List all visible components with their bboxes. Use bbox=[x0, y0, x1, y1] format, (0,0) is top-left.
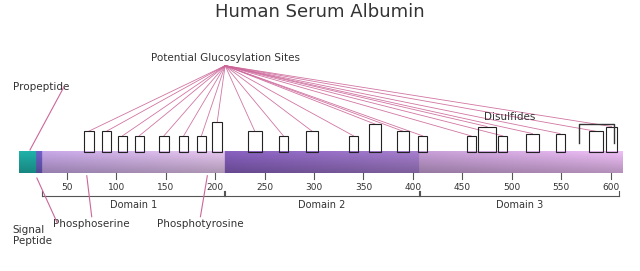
Bar bbox=[102, 131, 111, 152]
Text: 200: 200 bbox=[207, 183, 224, 192]
Bar bbox=[397, 131, 409, 152]
Text: Signal
Peptide: Signal Peptide bbox=[13, 225, 52, 247]
Bar bbox=[478, 127, 496, 152]
Title: Human Serum Albumin: Human Serum Albumin bbox=[215, 3, 425, 21]
Text: Domain 1: Domain 1 bbox=[109, 200, 157, 210]
Bar bbox=[605, 127, 618, 152]
Text: 500: 500 bbox=[503, 183, 520, 192]
Text: 350: 350 bbox=[355, 183, 372, 192]
Bar bbox=[525, 134, 540, 152]
Text: 400: 400 bbox=[404, 183, 422, 192]
Bar bbox=[589, 131, 603, 152]
Bar bbox=[134, 136, 143, 152]
Bar bbox=[248, 131, 262, 152]
Text: 550: 550 bbox=[552, 183, 570, 192]
Bar bbox=[159, 136, 169, 152]
Text: 600: 600 bbox=[602, 183, 619, 192]
Bar bbox=[84, 131, 93, 152]
Bar bbox=[349, 136, 358, 152]
Text: Phosphotyrosine: Phosphotyrosine bbox=[157, 219, 244, 229]
Bar bbox=[556, 134, 564, 152]
Text: 100: 100 bbox=[108, 183, 125, 192]
Text: 150: 150 bbox=[157, 183, 175, 192]
Text: 300: 300 bbox=[305, 183, 323, 192]
Text: Phosphoserine: Phosphoserine bbox=[53, 219, 130, 229]
Bar bbox=[306, 131, 318, 152]
Bar bbox=[369, 124, 381, 152]
Text: Propeptide: Propeptide bbox=[13, 82, 69, 92]
Text: Domain 3: Domain 3 bbox=[496, 200, 543, 210]
Bar bbox=[197, 136, 206, 152]
Text: Disulfides: Disulfides bbox=[484, 112, 536, 122]
Text: 450: 450 bbox=[454, 183, 471, 192]
Bar bbox=[419, 136, 428, 152]
Text: Potential Glucosylation Sites: Potential Glucosylation Sites bbox=[150, 53, 300, 63]
Bar bbox=[499, 136, 508, 152]
Bar bbox=[467, 136, 476, 152]
Text: Domain 2: Domain 2 bbox=[298, 200, 346, 210]
Text: 250: 250 bbox=[256, 183, 273, 192]
Bar bbox=[279, 136, 288, 152]
Bar bbox=[118, 136, 127, 152]
Text: 50: 50 bbox=[61, 183, 73, 192]
Bar bbox=[212, 122, 222, 152]
Bar bbox=[179, 136, 188, 152]
